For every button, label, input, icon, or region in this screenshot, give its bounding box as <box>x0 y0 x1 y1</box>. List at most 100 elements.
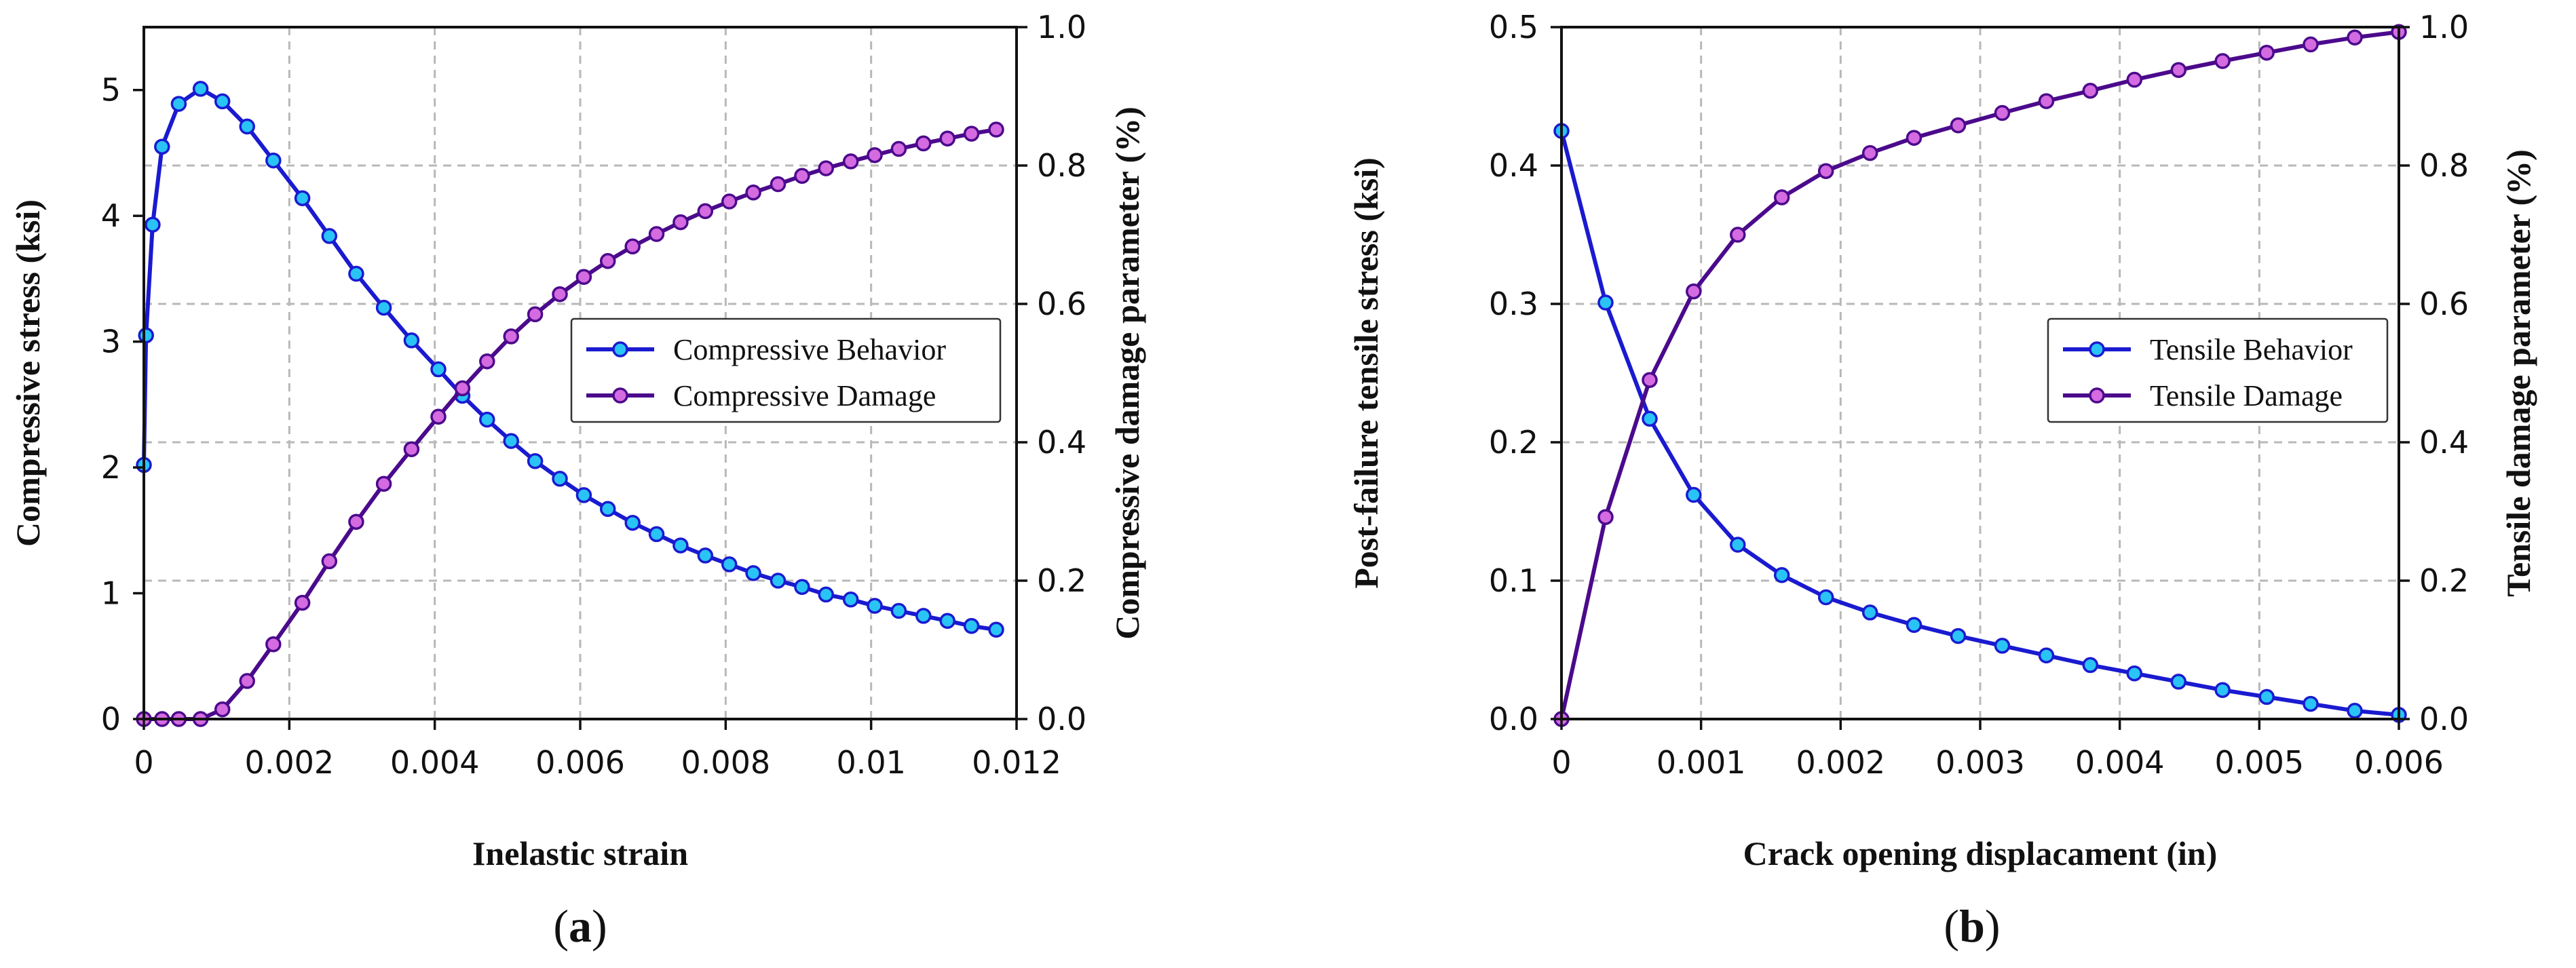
data-point <box>2258 689 2275 705</box>
data-point <box>1817 589 1834 606</box>
data-point <box>1994 638 2011 654</box>
data-point <box>988 121 1004 138</box>
data-point <box>552 471 568 487</box>
data-point <box>2347 703 2363 719</box>
y-axis-title-right: Tensile damage parameter (%) <box>2499 149 2537 597</box>
data-point <box>1817 163 1834 179</box>
y-left-tick-label: 0.1 <box>1489 562 1538 599</box>
y-right-tick-label: 0.0 <box>2419 701 2469 737</box>
data-point <box>2170 62 2187 78</box>
tensile-chart: 0 0.001 0.002 0.003 0.004 0.005 0.006 0.0 0.1 0.2… <box>1347 9 2537 952</box>
data-point <box>154 138 170 155</box>
panel-label-a: (a) <box>553 900 607 952</box>
data-point <box>890 140 907 157</box>
x-axis-title: Crack opening displacament (in) <box>1743 834 2218 872</box>
data-point <box>963 618 980 634</box>
y-axis-title-right: Compressive damage parameter (%) <box>1108 107 1146 639</box>
x-tick-label: 0.006 <box>535 744 625 781</box>
legend-entry-compressive-behavior: Compressive Behavior <box>586 333 946 366</box>
y-axis-title-left: Compressive stress (ksi) <box>9 199 47 547</box>
data-point <box>721 193 738 210</box>
x-tick-label: 0.012 <box>972 744 1061 781</box>
data-point <box>1773 567 1790 583</box>
x-tick-label: 0.004 <box>2075 744 2165 781</box>
data-point <box>1597 509 1614 525</box>
data-point <box>2038 647 2055 663</box>
data-point <box>915 135 932 152</box>
data-point <box>479 411 495 428</box>
panel-label-b: (b) <box>1944 900 2000 952</box>
data-point <box>454 380 471 397</box>
data-point <box>2258 44 2275 61</box>
y-left-tick-label: 0.4 <box>1489 147 1538 184</box>
data-point <box>348 265 364 282</box>
data-point <box>2082 657 2099 674</box>
data-point <box>1950 117 1967 134</box>
x-tick-label: 0.002 <box>244 744 334 781</box>
x-tick-label: 0.008 <box>681 744 770 781</box>
data-point <box>673 537 689 554</box>
data-point <box>1906 130 1922 146</box>
data-point <box>1686 486 1702 503</box>
legend-entry-compressive-damage: Compressive Damage <box>586 379 936 412</box>
x-tick-label: 0.002 <box>1796 744 1885 781</box>
data-point <box>2347 29 2363 46</box>
data-point <box>697 203 714 220</box>
data-point <box>867 147 883 163</box>
data-point <box>648 526 665 543</box>
legend-label: Compressive Damage <box>673 379 936 412</box>
y-right-tick-label: 0.2 <box>2419 562 2469 599</box>
legend-label: Tensile Damage <box>2150 379 2343 412</box>
data-point <box>890 602 907 619</box>
data-point <box>294 190 311 206</box>
data-point <box>1861 144 1878 161</box>
data-point <box>2214 682 2231 698</box>
data-point <box>599 253 616 269</box>
data-point <box>2303 695 2319 712</box>
data-point <box>375 476 392 492</box>
y-right-tick-label: 1.0 <box>1037 9 1086 45</box>
y-axis-title-left: Post-failure tensile stress (ksi) <box>1347 157 1385 589</box>
data-point <box>552 286 568 303</box>
y-right-tick-label: 0.8 <box>2419 147 2469 184</box>
data-point <box>867 598 883 614</box>
legend-entry-tensile-damage: Tensile Damage <box>2063 379 2343 412</box>
series-compressive-damage <box>136 121 1004 727</box>
y-left-tick-label: 2 <box>101 449 121 486</box>
data-point <box>818 586 834 603</box>
chart-panel-a: 0 0.002 0.004 0.006 0.008 0.01 0.012 0 1 2 3 4 5 0.0 0… <box>9 9 1146 952</box>
data-point <box>214 701 231 718</box>
data-point <box>170 96 187 112</box>
data-point <box>1730 537 1746 553</box>
data-point <box>145 216 161 233</box>
data-point <box>599 501 616 518</box>
data-point <box>1642 372 1658 388</box>
y-left-tick-label: 3 <box>101 324 121 360</box>
data-point <box>988 621 1004 638</box>
y-left-tick-label: 5 <box>101 72 121 109</box>
data-point <box>430 361 447 378</box>
series-tensile-damage <box>1553 24 2407 727</box>
data-point <box>2126 71 2143 88</box>
y-right-tick-label: 0.2 <box>1037 562 1086 599</box>
data-point <box>2038 93 2055 109</box>
data-point <box>794 579 810 596</box>
x-tick-label: 0.001 <box>1656 744 1746 781</box>
x-tick-label: 0.005 <box>2214 744 2304 781</box>
data-point <box>648 226 665 242</box>
data-point <box>214 93 231 110</box>
legend: Compressive Behavior Compressive Damage <box>570 317 1002 423</box>
data-point <box>321 228 338 244</box>
data-point <box>138 327 154 344</box>
x-tick-label: 0.006 <box>2354 744 2444 781</box>
y-right-tick-label: 1.0 <box>2419 9 2469 45</box>
data-point <box>375 299 392 316</box>
data-point <box>503 328 519 345</box>
y-left-tick-label: 0.2 <box>1489 424 1538 461</box>
y-right-tick-label: 0.0 <box>1037 701 1086 737</box>
data-point <box>265 152 282 169</box>
data-point <box>1906 617 1922 634</box>
data-point <box>770 573 787 589</box>
x-tick-label: 0 <box>134 744 153 781</box>
y-right-tick-label: 0.6 <box>2419 286 2469 322</box>
